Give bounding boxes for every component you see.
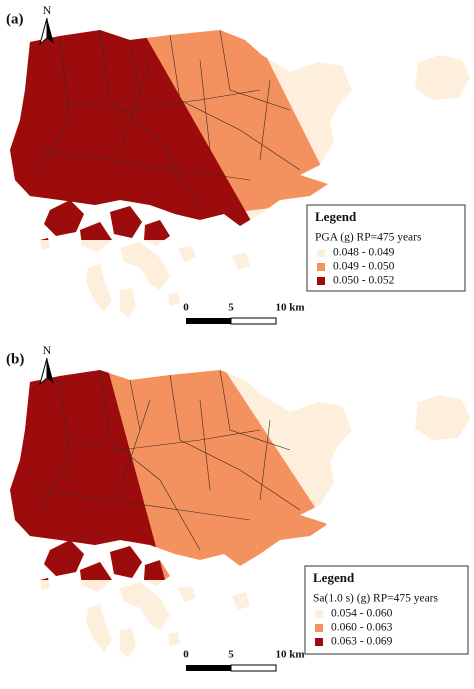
scale-label: 10 km [275,649,304,661]
legend-swatch [315,610,323,618]
legend-item: 0.063 - 0.069 [331,636,393,648]
legend-swatch [315,638,323,646]
scale-bar [230,664,277,672]
legend-item: 0.054 - 0.060 [331,608,393,620]
panel-label: (b) [6,351,24,367]
map-panel: (a) N Legend PGA (g) RP=475 years 0.048 - 0.… [6,3,470,325]
north-arrow [47,18,54,44]
legend-swatch [317,249,325,257]
legend-item: 0.060 - 0.063 [331,622,393,634]
legend-subtitle: Sa(1.0 s) (g) RP=475 years [313,593,439,605]
legend-item: 0.048 - 0.049 [333,247,395,259]
legend-swatch [317,263,325,271]
scale-bar [230,317,277,325]
scale-label: 5 [228,649,234,661]
zone-high [10,30,262,240]
zone-high [10,370,165,580]
legend-title: Legend [315,209,357,224]
panel-label: (a) [6,11,24,27]
north-arrow [47,358,54,384]
scale-bar [186,665,231,671]
scale-bar [186,318,231,324]
district-lines [39,370,301,551]
legend-swatch [317,277,325,285]
map-panel: (b) N Legend Sa(1.0 s) (g) RP=475 years 0.05… [6,343,470,672]
legend-swatch [315,624,323,632]
scale-label: 10 km [275,302,304,314]
district-lines [39,30,301,211]
north-label: N [43,343,52,357]
scale-label: 5 [228,302,234,314]
legend-box [304,565,469,655]
scale-label: 0 [183,649,189,661]
legend-item: 0.049 - 0.050 [333,261,395,273]
legend-box [306,204,466,292]
scale-label: 0 [183,302,189,314]
north-label: N [43,3,52,17]
legend-title: Legend [313,570,355,585]
legend-subtitle: PGA (g) RP=475 years [315,232,422,244]
legend-item: 0.050 - 0.052 [333,275,395,287]
